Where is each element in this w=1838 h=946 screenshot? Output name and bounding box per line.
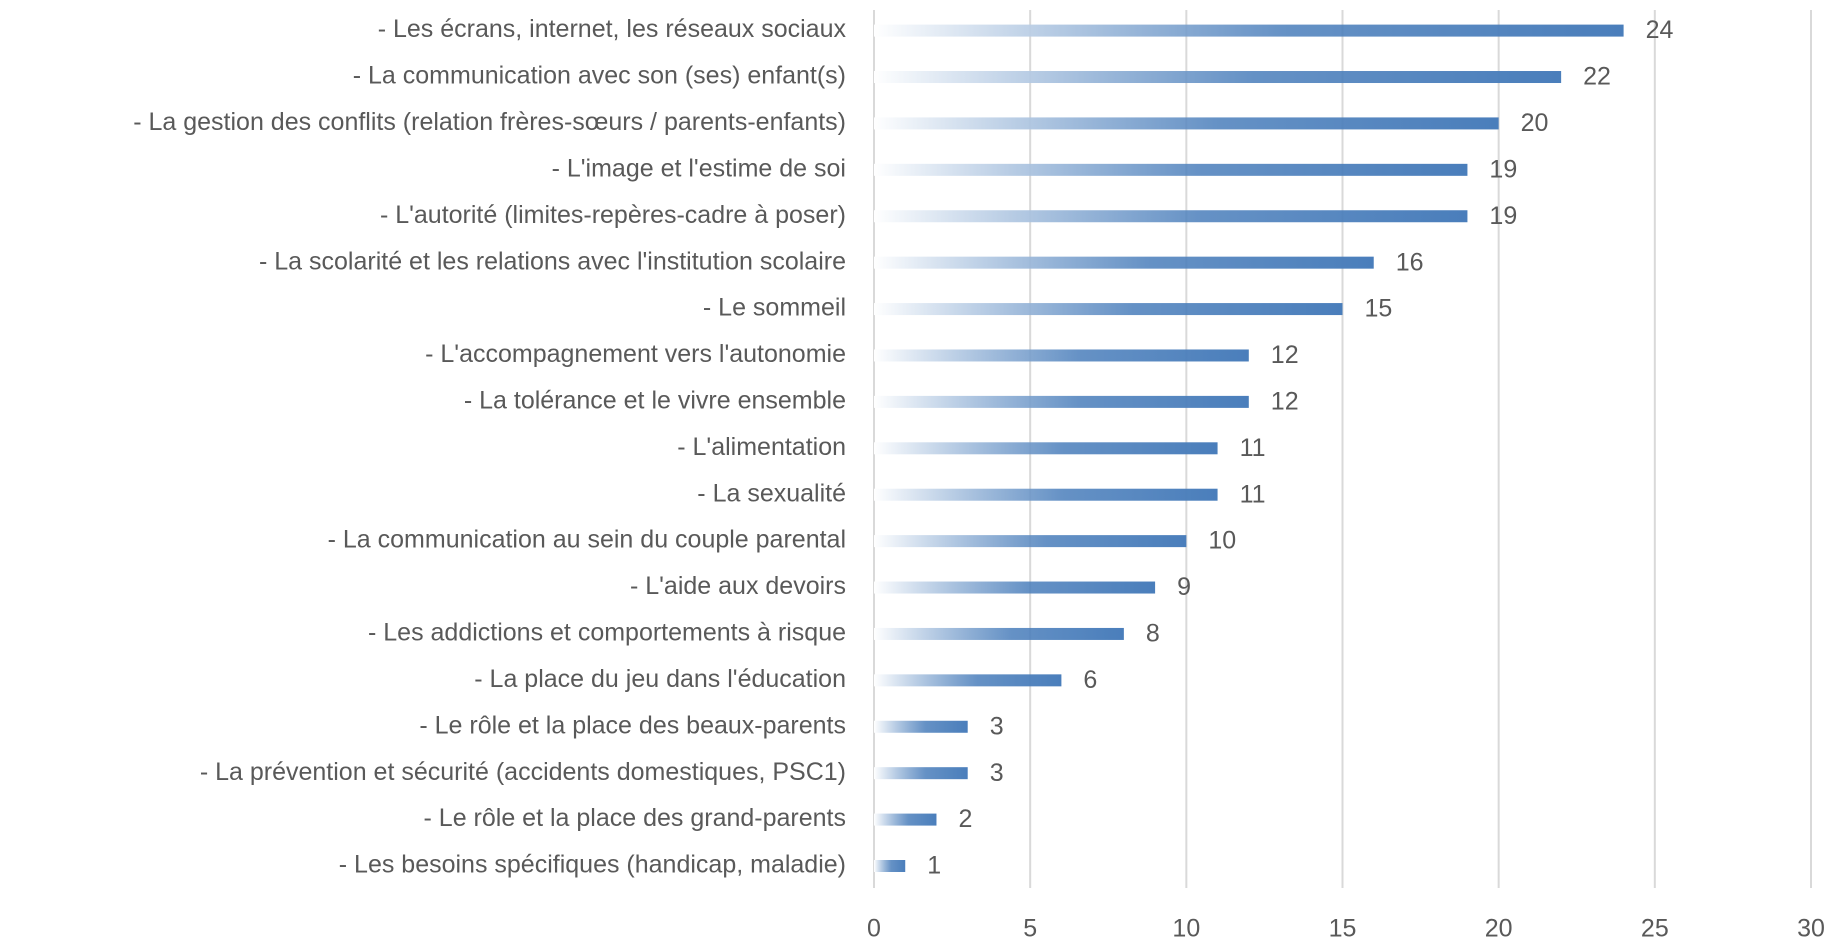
bar: [874, 442, 1218, 455]
bar: [874, 395, 1249, 408]
bar: [874, 24, 1624, 37]
data-label: 3: [990, 759, 1004, 787]
bar: [874, 813, 937, 826]
y-tick-label: - La scolarité et les relations avec l'i…: [259, 247, 846, 275]
y-tick-label: - Les besoins spécifiques (handicap, mal…: [339, 851, 846, 879]
y-tick-label: - Le sommeil: [703, 294, 846, 322]
y-tick-label: - Le rôle et la place des grand-parents: [424, 804, 846, 832]
bar: [874, 117, 1499, 130]
x-tick-label: 5: [1023, 915, 1037, 943]
y-tick-label: - L'autorité (limites-repères-cadre à po…: [380, 201, 846, 229]
data-label: 19: [1489, 202, 1517, 230]
y-tick-label: - Le rôle et la place des beaux-parents: [419, 711, 846, 739]
bar: [874, 163, 1468, 176]
y-tick-label: - La place du jeu dans l'éducation: [474, 665, 846, 693]
bar: [874, 488, 1218, 501]
data-label: 11: [1240, 434, 1266, 462]
x-tick-label: 10: [1172, 915, 1200, 943]
data-label: 15: [1365, 295, 1393, 323]
y-tick-label: - La prévention et sécurité (accidents d…: [200, 758, 846, 786]
bar: [874, 535, 1187, 548]
data-label: 22: [1583, 63, 1611, 91]
data-label: 2: [958, 805, 972, 833]
bar: [874, 720, 968, 733]
x-tick-label: 30: [1797, 915, 1825, 943]
y-tick-label: - Les écrans, internet, les réseaux soci…: [378, 15, 847, 43]
data-label: 1: [927, 852, 941, 880]
bar: [874, 627, 1124, 640]
bar: [874, 210, 1468, 223]
data-label: 8: [1146, 620, 1160, 648]
y-tick-label: - La gestion des conflits (relation frèr…: [133, 108, 846, 136]
y-tick-label: - L'aide aux devoirs: [630, 572, 846, 600]
bar: [874, 303, 1343, 316]
bar: [874, 860, 906, 872]
data-label: 12: [1271, 341, 1299, 369]
x-tick-label: 25: [1641, 915, 1669, 943]
y-tick-label: - L'image et l'estime de soi: [552, 154, 846, 182]
data-label: 10: [1208, 527, 1236, 555]
x-tick-label: 15: [1329, 915, 1357, 943]
bar: [874, 674, 1062, 687]
bar: [874, 349, 1249, 362]
data-label: 11: [1240, 480, 1266, 508]
y-tick-label: - L'alimentation: [677, 433, 846, 461]
x-tick-label: 20: [1485, 915, 1513, 943]
y-tick-label: - La tolérance et le vivre ensemble: [464, 386, 846, 414]
data-label: 19: [1489, 155, 1517, 183]
data-label: 3: [990, 712, 1004, 740]
data-label: 12: [1271, 387, 1299, 415]
y-tick-label: - La communication avec son (ses) enfant…: [353, 62, 846, 90]
bar: [874, 767, 968, 780]
data-label: 16: [1396, 248, 1424, 276]
data-label: 20: [1521, 109, 1549, 137]
y-tick-label: - La sexualité: [697, 479, 846, 507]
x-tick-label: 0: [867, 915, 881, 943]
y-tick-label: - La communication au sein du couple par…: [328, 526, 846, 554]
y-tick-label: - L'accompagnement vers l'autonomie: [425, 340, 846, 368]
data-label: 9: [1177, 573, 1191, 601]
y-tick-label: - Les addictions et comportements à risq…: [368, 619, 846, 647]
data-label: 6: [1083, 666, 1097, 694]
bar: [874, 581, 1156, 594]
data-label: 24: [1646, 16, 1674, 44]
bar: [874, 71, 1562, 84]
bar: [874, 256, 1374, 269]
